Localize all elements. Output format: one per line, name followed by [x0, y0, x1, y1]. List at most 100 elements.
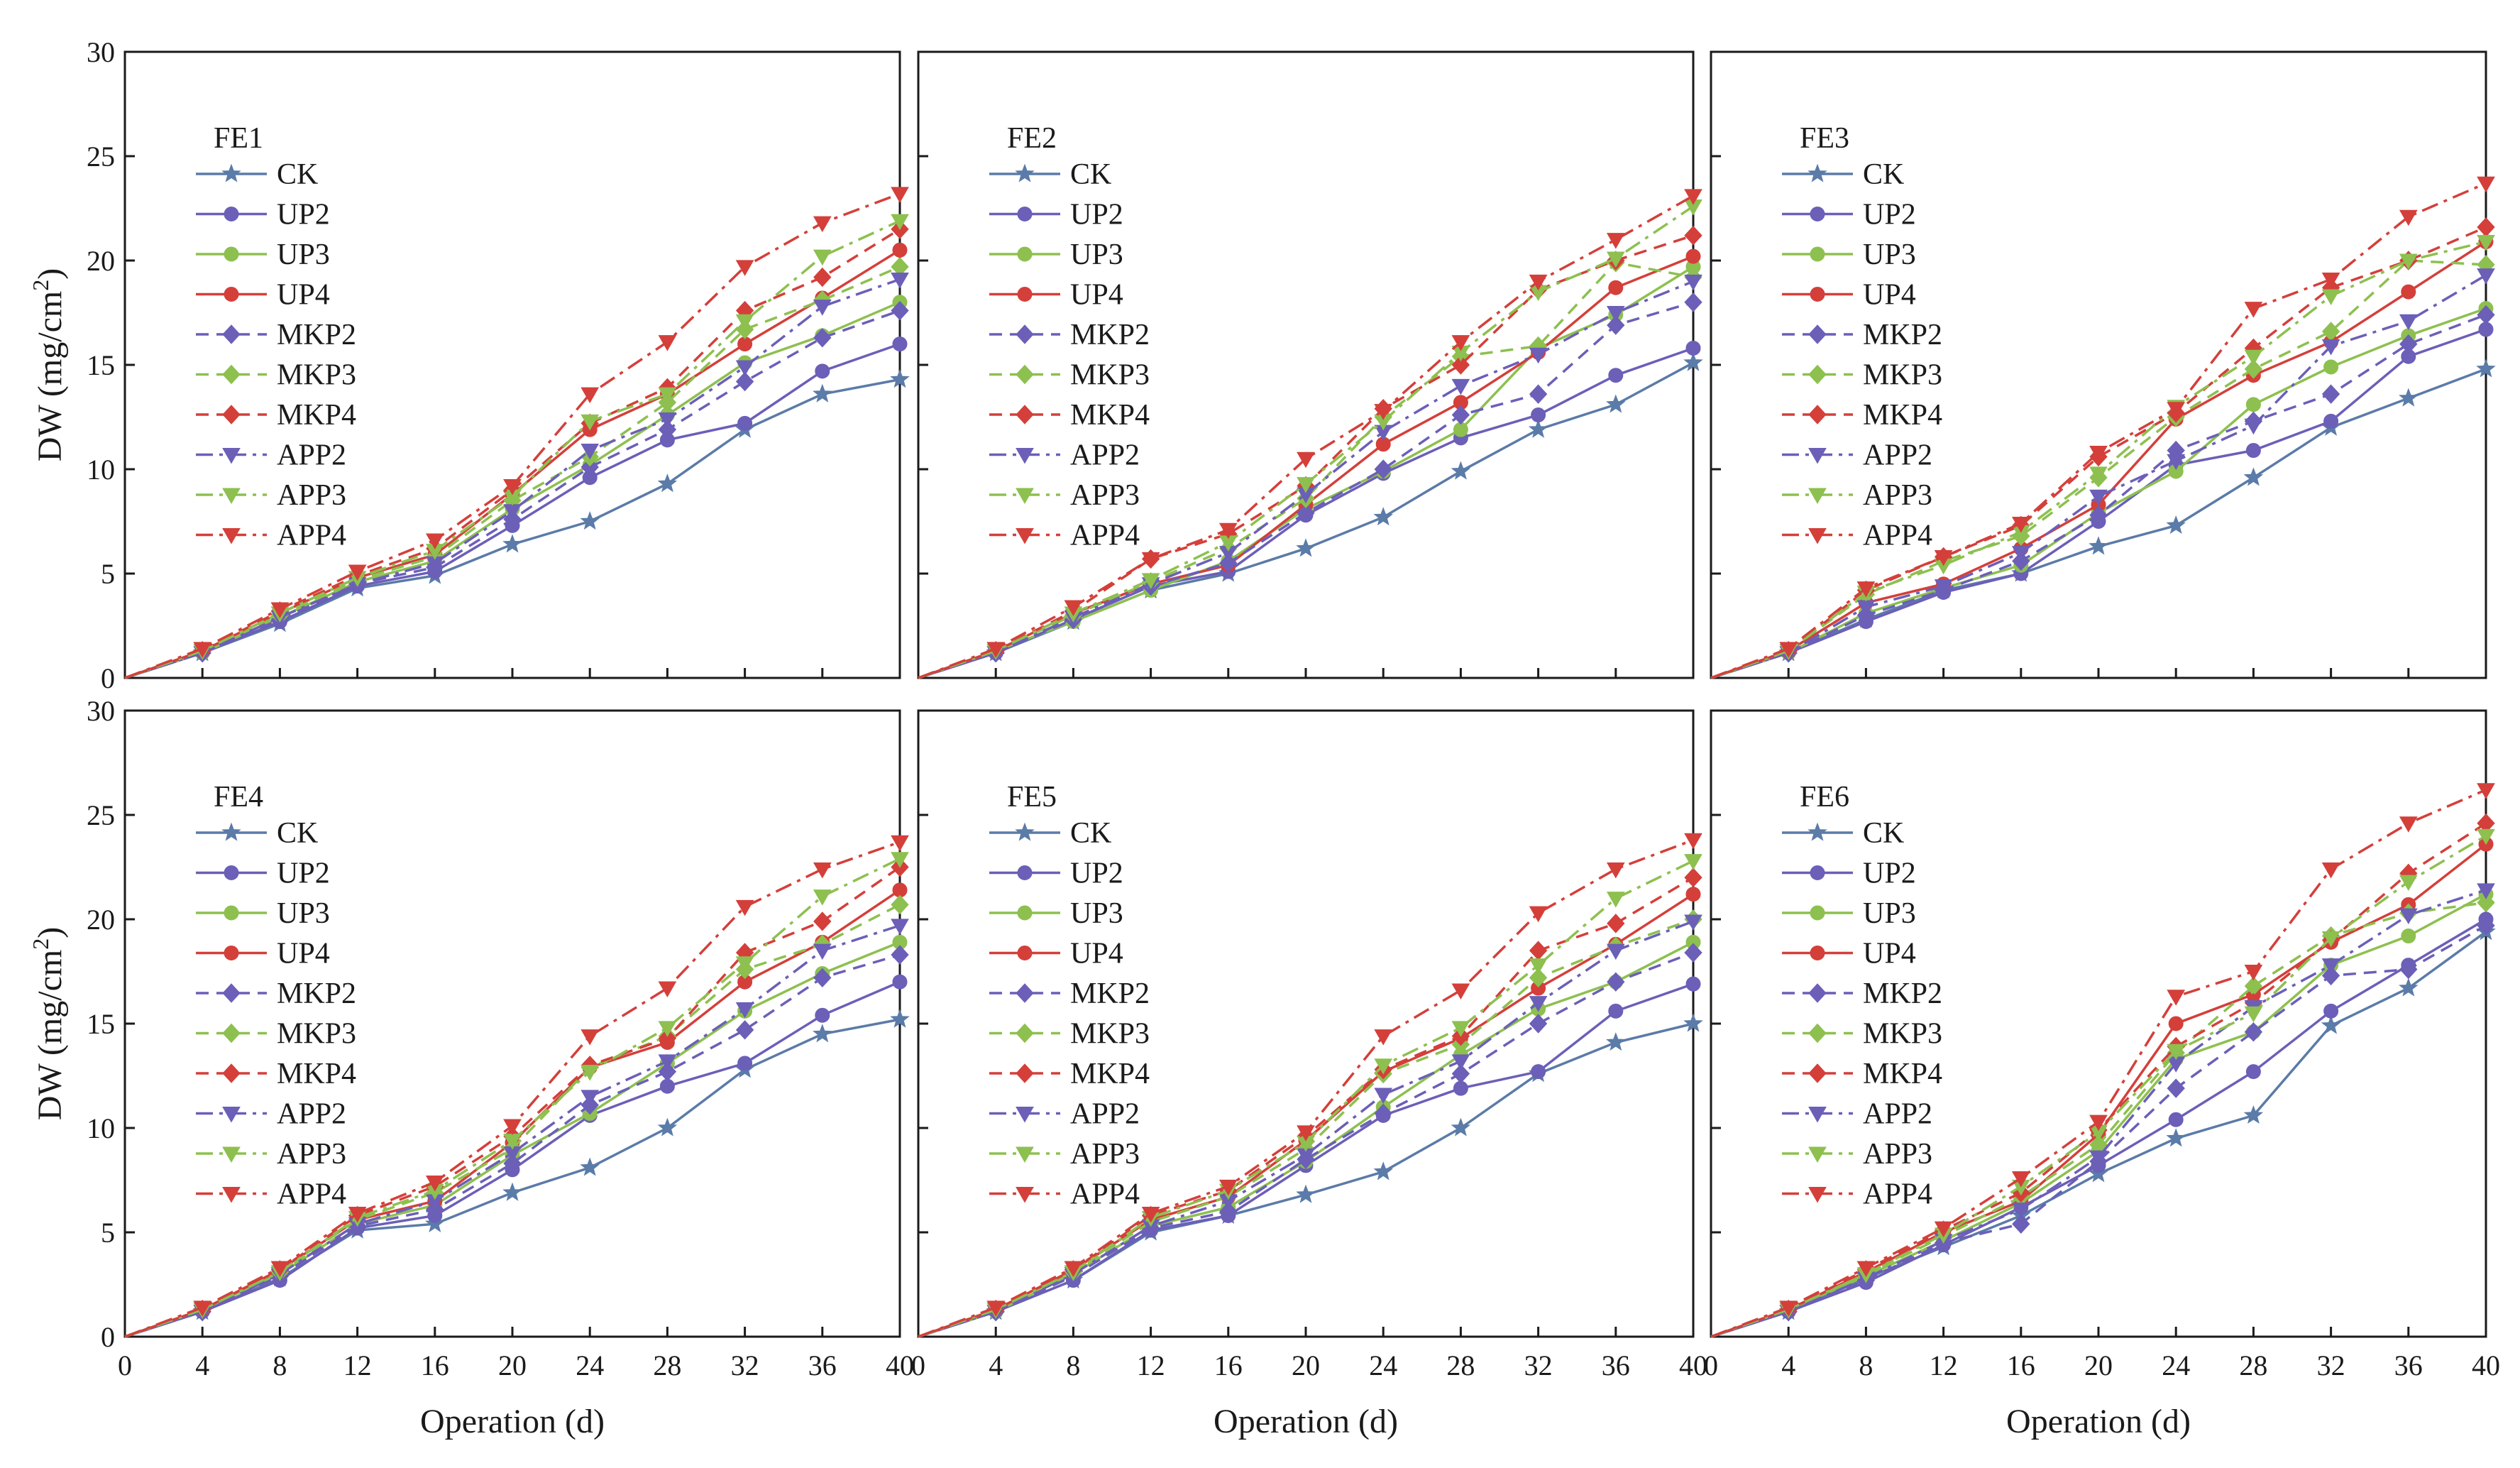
legend-label: APP3: [1863, 1138, 1932, 1171]
data-point: [2167, 990, 2186, 1006]
legend-marker: [1017, 207, 1033, 221]
legend-marker: [1016, 1063, 1034, 1083]
data-point: [425, 1213, 445, 1232]
legend-label: CK: [1863, 817, 1904, 850]
panel-fe4: 0 4 8 12 16 20 24 28 32 36 40 0 5 10 15 20 25 30 FE4 CK UP2 U…: [87, 695, 914, 1381]
legend-label: MKP3: [277, 359, 356, 392]
data-point: [815, 1007, 830, 1023]
data-point: [1779, 642, 1798, 658]
data-point: [2166, 1128, 2186, 1147]
data-point: [2323, 1003, 2339, 1019]
data-point: [502, 534, 522, 553]
data-point: [891, 835, 909, 852]
legend-marker: [1016, 1107, 1034, 1123]
legend-item: CK: [196, 158, 318, 191]
legend-item: MKP2: [196, 977, 356, 1010]
data-point: [1296, 538, 1316, 557]
series-mkp3: [918, 253, 1702, 679]
data-point: [503, 1154, 522, 1173]
data-point: [1934, 579, 1953, 596]
data-point: [2321, 272, 2340, 289]
series-line: [918, 920, 1694, 1338]
data-point: [1684, 914, 1702, 931]
data-point: [1608, 1003, 1624, 1019]
data-point: [580, 511, 600, 530]
data-point: [1451, 1063, 1470, 1084]
legend-label: UP4: [1863, 279, 1916, 312]
legend-item: UP2: [196, 858, 330, 890]
series-app3: [124, 852, 909, 1338]
legend-marker: [222, 324, 241, 344]
data-point: [1374, 1088, 1393, 1104]
legend-marker: [222, 364, 241, 385]
data-point: [1934, 549, 1953, 566]
x-tick-label: 32: [731, 1349, 759, 1381]
legend-item: UP4: [989, 938, 1123, 970]
legend: CK UP2 UP3 UP4 MKP2 MKP3 MKP4 APP2 APP3 APP4: [989, 817, 1150, 1211]
x-tick-label: 16: [421, 1349, 449, 1381]
data-point: [735, 314, 754, 331]
x-tick-label: 16: [1214, 1349, 1243, 1381]
data-point: [2168, 1112, 2184, 1127]
series-line: [124, 953, 901, 1338]
legend-item: APP3: [989, 479, 1140, 512]
series-up4: [124, 242, 908, 679]
legend-marker: [1808, 488, 1827, 505]
x-tick-label: 12: [343, 1349, 372, 1381]
data-point: [1297, 477, 1315, 493]
data-point: [735, 360, 754, 376]
legend-label: APP3: [1070, 479, 1140, 512]
x-tick-label: 28: [653, 1349, 681, 1381]
legend-marker: [1808, 163, 1827, 182]
legend-marker: [1808, 528, 1827, 544]
data-point: [813, 889, 832, 906]
legend-item: APP2: [196, 439, 346, 472]
data-point: [1779, 1300, 1798, 1317]
data-point: [2401, 284, 2416, 300]
legend-item: CK: [1782, 158, 1904, 191]
data-point: [2167, 1078, 2185, 1098]
data-point: [270, 1261, 290, 1277]
data-point: [2321, 384, 2340, 404]
x-tick-label: 12: [1930, 1349, 1958, 1381]
data-point: [1141, 573, 1160, 589]
legend-marker: [1808, 448, 1827, 464]
data-point: [2323, 413, 2339, 429]
series-mkp3: [1710, 251, 2495, 679]
legend-label: UP2: [1070, 199, 1123, 231]
series-line: [124, 192, 901, 679]
legend-item: UP2: [989, 199, 1123, 231]
data-point: [2477, 892, 2495, 913]
data-point: [891, 894, 909, 915]
series-app3: [1710, 828, 2495, 1338]
series-app3: [918, 854, 1702, 1338]
legend-item: CK: [1782, 817, 1904, 850]
data-point: [1856, 1261, 1876, 1277]
data-point: [737, 415, 753, 431]
series-up4: [918, 887, 1701, 1338]
data-point: [348, 564, 367, 581]
data-point: [581, 444, 600, 460]
legend-item: UP4: [989, 279, 1123, 312]
data-point: [1529, 347, 1548, 364]
legend-item: CK: [196, 817, 318, 850]
data-point: [1684, 274, 1702, 291]
series-app4: [124, 835, 909, 1338]
data-point: [2244, 1006, 2263, 1023]
data-point: [581, 1029, 600, 1046]
data-point: [1374, 459, 1392, 479]
data-point: [813, 267, 832, 287]
data-point: [1684, 292, 1702, 312]
x-tick-label: 0: [911, 1349, 925, 1381]
series-line: [1710, 834, 2487, 1338]
data-point: [657, 1117, 678, 1136]
legend-label: MKP3: [1070, 359, 1150, 392]
legend-label: UP2: [277, 858, 330, 890]
data-point: [2011, 546, 2030, 562]
legend-item: CK: [989, 817, 1111, 850]
legend-item: MKP4: [989, 399, 1150, 432]
data-point: [1529, 906, 1548, 923]
x-tick-label: 36: [2394, 1349, 2423, 1381]
legend-item: UP3: [989, 239, 1123, 271]
y-tick-label: 15: [87, 349, 115, 381]
